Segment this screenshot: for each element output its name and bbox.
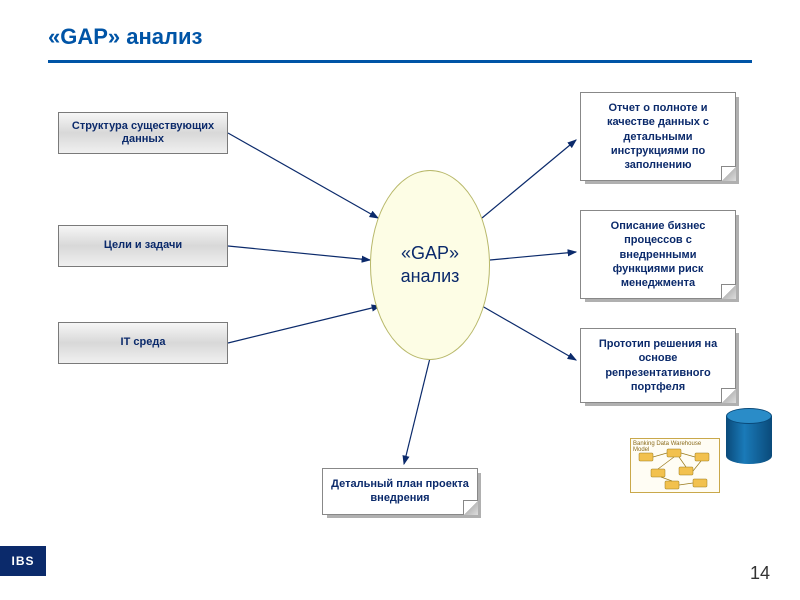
input-box-0: Структура существующих данных <box>58 112 228 154</box>
output-note-1: Описание бизнес процессов с внедренными … <box>580 210 736 299</box>
database-icon <box>726 408 772 464</box>
center-gap-analysis: «GAP»анализ <box>370 170 490 360</box>
slide-title: «GAP» анализ <box>48 24 202 50</box>
mini-diagram: Banking Data Warehouse Model <box>630 438 720 493</box>
output-note-3: Детальный план проекта внедрения <box>322 468 478 515</box>
center-label: «GAP»анализ <box>401 242 460 289</box>
title-underline <box>48 60 752 63</box>
input-box-1: Цели и задачи <box>58 225 228 267</box>
output-note-2: Прототип решения на основе репрезентатив… <box>580 328 736 403</box>
page-number: 14 <box>750 563 770 584</box>
input-box-2: IT среда <box>58 322 228 364</box>
output-note-0: Отчет о полноте и качестве данных с дета… <box>580 92 736 181</box>
brand-logo: IBS <box>0 546 46 576</box>
